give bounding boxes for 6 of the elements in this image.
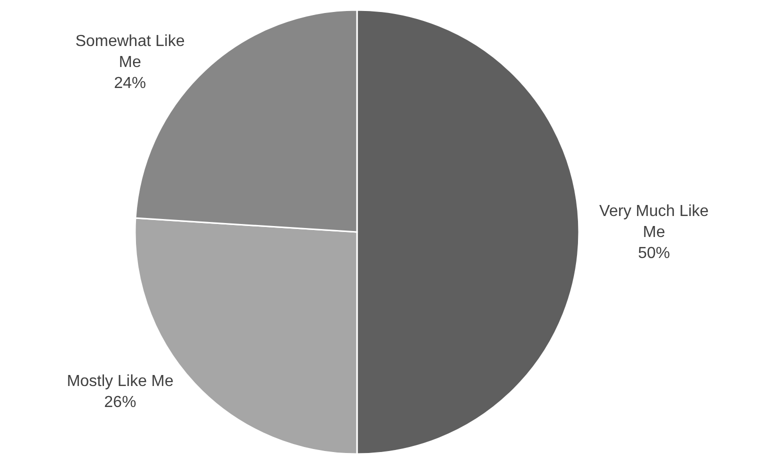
slice-label: Somewhat Like Me	[75, 33, 185, 72]
data-label: 24%	[114, 75, 146, 92]
data-label: 26%	[104, 394, 136, 412]
data-label: 50%	[638, 245, 670, 262]
slice-label: Very Much Like Me	[599, 203, 709, 241]
slice-label: Mostly Like Me	[66, 373, 174, 390]
